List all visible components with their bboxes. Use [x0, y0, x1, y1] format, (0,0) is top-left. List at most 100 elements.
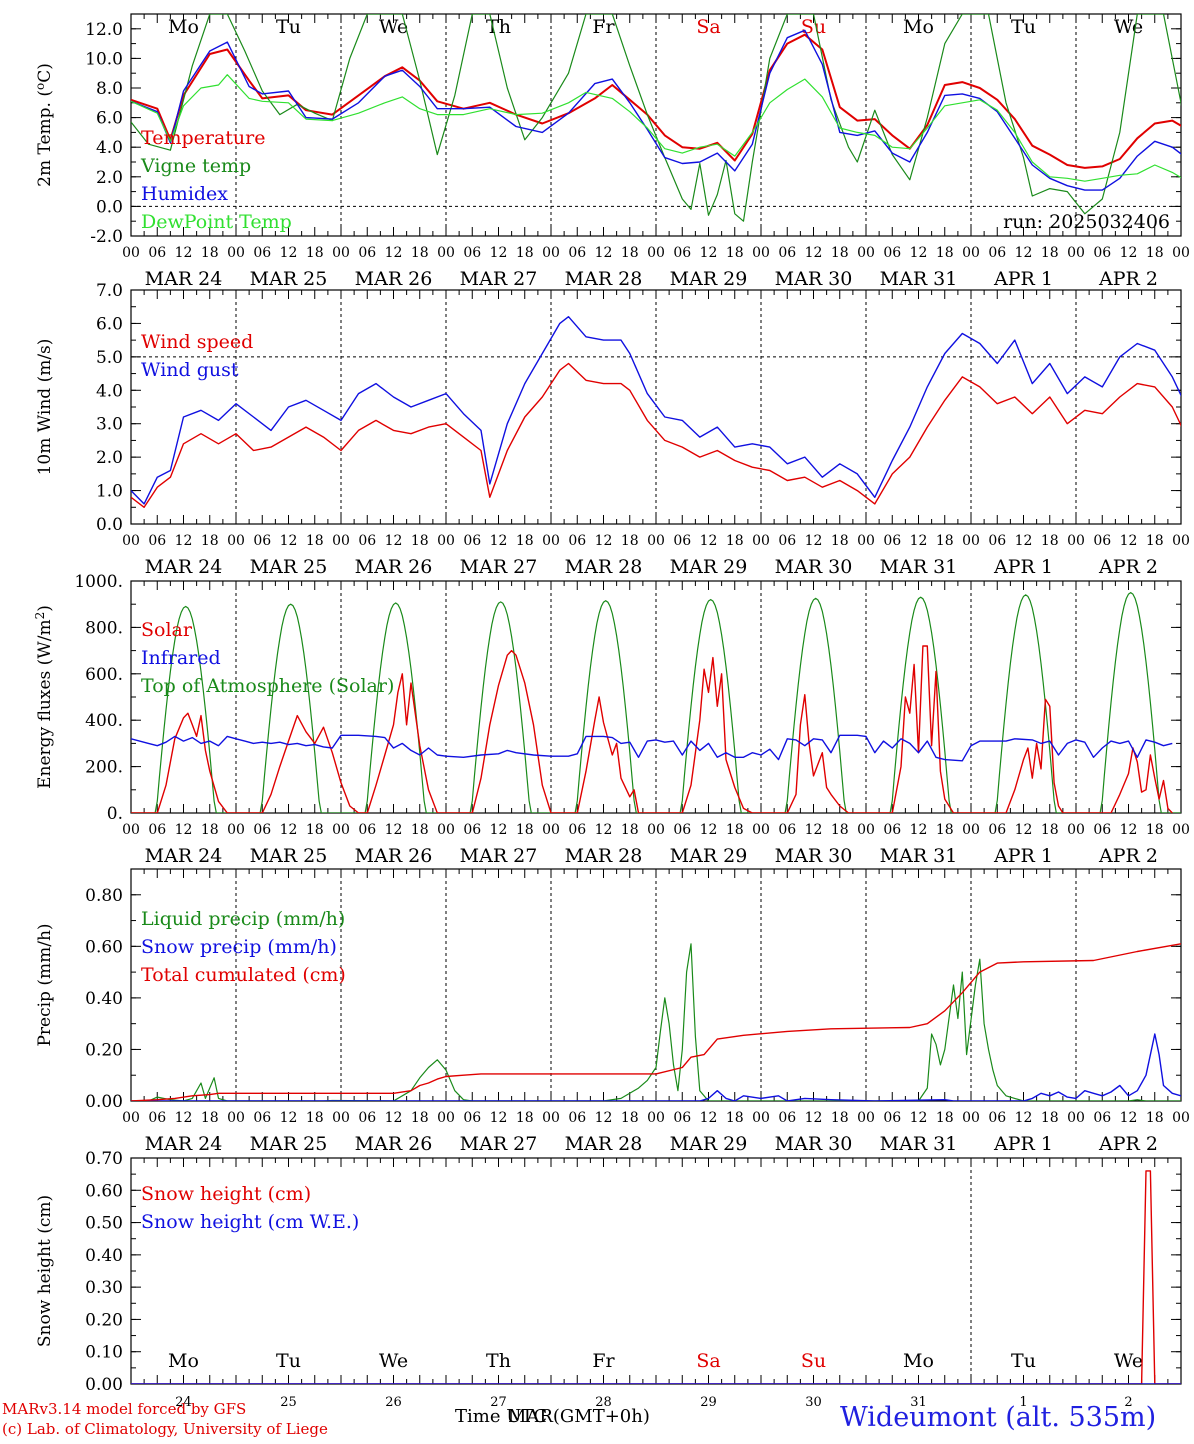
hour-label: 00: [1067, 245, 1085, 261]
hour-label: 12: [490, 533, 508, 549]
hour-label: 00: [227, 245, 245, 261]
hour-label: 00: [857, 822, 875, 838]
hour-label: 18: [516, 822, 534, 838]
legend-solar: Solar: [141, 619, 193, 641]
y-tick-label: 7.0: [96, 281, 123, 301]
date-label: APR 1: [993, 1133, 1053, 1155]
wind-plot-area: [131, 316, 1181, 508]
hour-label: 18: [936, 245, 954, 261]
hour-label: 00: [542, 822, 560, 838]
hour-label: 18: [516, 533, 534, 549]
hour-label: 18: [831, 245, 849, 261]
weekday-label: Su: [801, 16, 826, 38]
day-number: 25: [280, 1395, 297, 1410]
weekday-label: We: [1114, 1350, 1143, 1372]
hour-label: 18: [516, 245, 534, 261]
hour-label: 18: [726, 533, 744, 549]
date-label: MAR 29: [670, 845, 748, 867]
date-label: MAR 31: [880, 1133, 958, 1155]
time-axis-label-overlap: MAR: [508, 1406, 553, 1427]
precip-plot-area: [131, 943, 1181, 1101]
hour-label: 12: [1015, 822, 1033, 838]
hour-label: 12: [595, 1110, 613, 1126]
legend-humidex: Humidex: [141, 183, 228, 205]
hour-label: 12: [175, 245, 193, 261]
hour-label: 18: [621, 822, 639, 838]
date-label: MAR 30: [775, 1133, 853, 1155]
paren-close: ): [35, 605, 55, 612]
hour-label: 00: [962, 245, 980, 261]
hour-label: 06: [358, 822, 376, 838]
hour-label: 18: [1146, 822, 1164, 838]
hour-label: 18: [621, 533, 639, 549]
y-tick-label: 0.40: [85, 1246, 123, 1266]
legend-total-cumulated-cm-: Total cumulated (cm): [141, 964, 346, 986]
hour-label: 06: [253, 1110, 271, 1126]
hour-label: 12: [700, 533, 718, 549]
date-label: MAR 29: [670, 556, 748, 578]
hour-label: 18: [831, 533, 849, 549]
hour-label: 12: [175, 1110, 193, 1126]
y-tick-label: 8.0: [96, 79, 123, 99]
hour-label: 12: [385, 533, 403, 549]
day-number: 1: [1019, 1395, 1027, 1410]
hour-label: 18: [1041, 1110, 1059, 1126]
snow-height-cm--line: [131, 1170, 1181, 1384]
run-annotation: run: 2025032406: [1003, 211, 1170, 233]
hour-label: 00: [332, 822, 350, 838]
date-label: APR 1: [993, 845, 1053, 867]
hour-label: 18: [201, 533, 219, 549]
day-number: 31: [910, 1395, 927, 1410]
legend-snow-height-cm-: Snow height (cm): [141, 1183, 311, 1205]
hour-label: 00: [647, 1110, 665, 1126]
hour-label: 18: [1146, 533, 1164, 549]
y-tick-label: 12.0: [85, 20, 123, 40]
hour-label: 18: [306, 533, 324, 549]
hour-label: 12: [1120, 822, 1138, 838]
station-name: Wideumont (alt. 535m): [840, 1402, 1157, 1433]
day-number: 26: [385, 1395, 402, 1410]
hour-label: 06: [1093, 1110, 1111, 1126]
hour-label: 06: [883, 1110, 901, 1126]
weekday-label: Tu: [276, 16, 301, 38]
hour-label: 06: [883, 533, 901, 549]
hour-label: 06: [1093, 822, 1111, 838]
weekday-label: Tu: [1011, 1350, 1036, 1372]
hour-label: 00: [1067, 822, 1085, 838]
hour-label: 00: [332, 1110, 350, 1126]
day-number: 29: [700, 1395, 717, 1410]
snow-precip-mm-h--line: [131, 1033, 1181, 1101]
hour-label: 12: [700, 822, 718, 838]
legend-liquid-precip-mm-h-: Liquid precip (mm/h): [141, 908, 345, 930]
hour-label: 12: [280, 822, 298, 838]
hour-label: 18: [726, 245, 744, 261]
hour-label: 12: [1120, 533, 1138, 549]
date-label: MAR 26: [355, 268, 433, 290]
date-label: APR 1: [993, 556, 1053, 578]
hour-label: 06: [883, 822, 901, 838]
temperature-ylabel: 2m Temp. (oC): [33, 63, 55, 187]
hour-label: 12: [1120, 1110, 1138, 1126]
hour-label: 00: [1172, 822, 1190, 838]
hour-label: 06: [883, 245, 901, 261]
date-label: MAR 30: [775, 556, 853, 578]
date-label: MAR 27: [460, 845, 538, 867]
hour-label: 06: [988, 1110, 1006, 1126]
precip-panel: 0.00 0.20 0.40 0.60 0.80 Precip (mm/h) 00 06 12 1…: [35, 868, 1190, 1155]
date-label: MAR 28: [565, 845, 643, 867]
date-label: MAR 24: [145, 268, 223, 290]
legend-snow-height-cm-w-e-: Snow height (cm W.E.): [141, 1211, 359, 1233]
degree-sup: o: [33, 83, 47, 90]
date-label: MAR 24: [145, 556, 223, 578]
infrared-line: [131, 734, 1173, 762]
hour-label: 00: [227, 1110, 245, 1126]
hour-label: 12: [805, 245, 823, 261]
legend-wind-gust: Wind gust: [141, 359, 239, 381]
hour-label: 12: [595, 822, 613, 838]
temperature-plot-area: [131, 14, 1181, 222]
hour-label: 12: [175, 533, 193, 549]
hour-label: 12: [490, 822, 508, 838]
y-tick-label: 0.00: [85, 1375, 123, 1395]
hour-label: 00: [647, 533, 665, 549]
snow_height-panel: 0.00 0.10 0.20 0.30 0.40 0.50 0.60 0.70 Snow hei…: [35, 1149, 1182, 1410]
